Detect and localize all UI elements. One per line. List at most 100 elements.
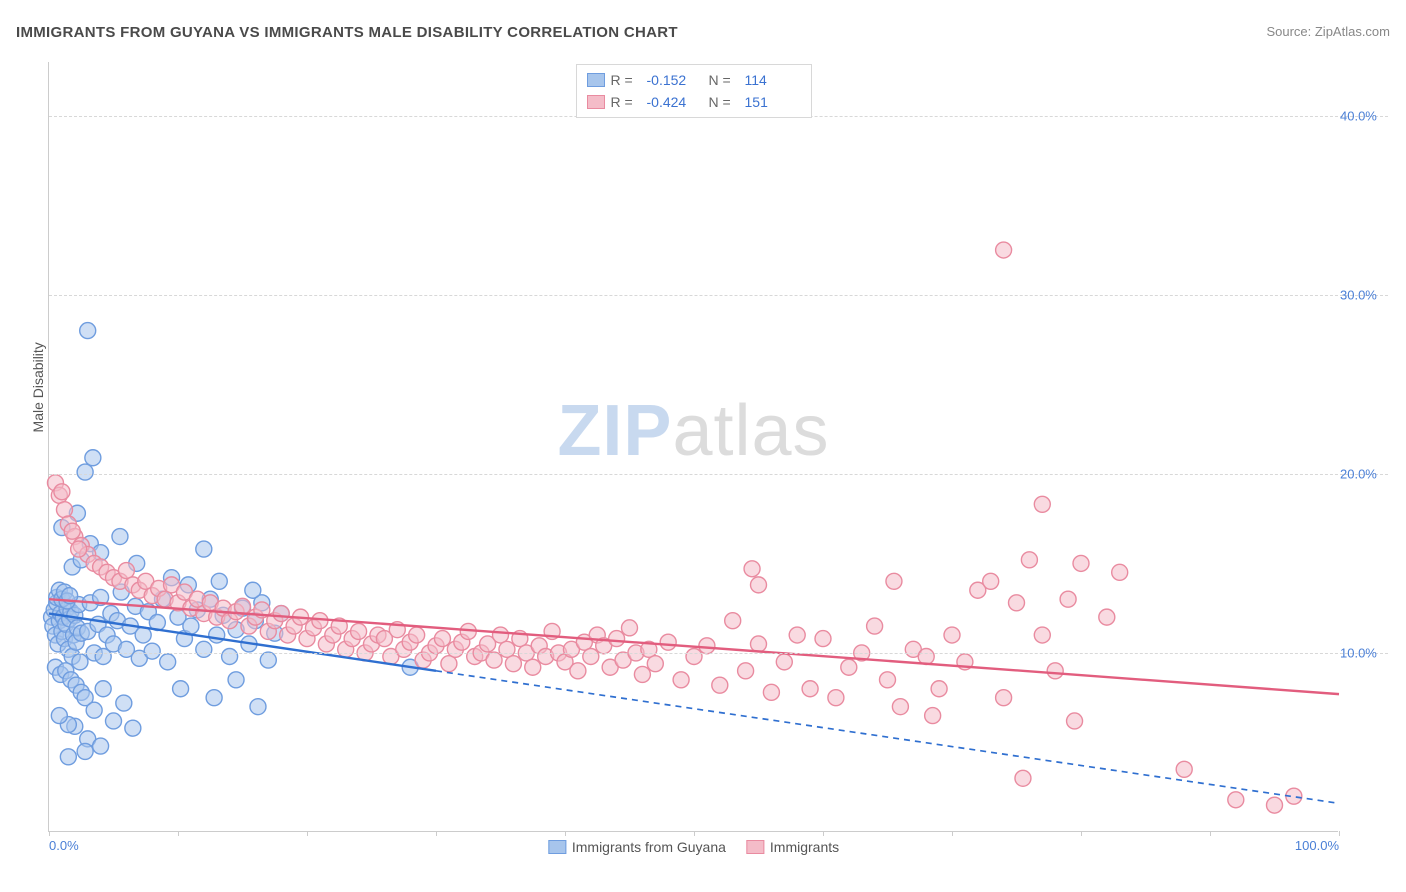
- scatter-point-guyana: [160, 654, 176, 670]
- scatter-point-immigrants: [925, 708, 941, 724]
- scatter-point-immigrants: [647, 656, 663, 672]
- x-tick-label-right: 100.0%: [1295, 838, 1339, 853]
- grid-line: [49, 474, 1388, 475]
- legend-r-label: R =: [611, 94, 641, 110]
- legend-row-immigrants: R = -0.424 N = 151: [587, 91, 801, 113]
- scatter-point-immigrants: [776, 654, 792, 670]
- scatter-point-immigrants: [1067, 713, 1083, 729]
- grid-line: [49, 653, 1388, 654]
- legend-swatch-guyana: [587, 73, 605, 87]
- scatter-point-immigrants: [273, 606, 289, 622]
- source-link[interactable]: ZipAtlas.com: [1315, 24, 1390, 39]
- scatter-point-immigrants: [751, 577, 767, 593]
- scatter-point-guyana: [196, 641, 212, 657]
- scatter-point-immigrants: [525, 659, 541, 675]
- grid-line: [49, 295, 1388, 296]
- scatter-point-immigrants: [996, 690, 1012, 706]
- scatter-point-immigrants: [1228, 792, 1244, 808]
- scatter-point-guyana: [211, 573, 227, 589]
- scatter-point-immigrants: [1060, 591, 1076, 607]
- scatter-point-immigrants: [1009, 595, 1025, 611]
- scatter-point-immigrants: [441, 656, 457, 672]
- scatter-point-immigrants: [1112, 564, 1128, 580]
- series-legend-immigrants: Immigrants: [746, 839, 839, 855]
- legend-r-value-guyana: -0.152: [647, 72, 703, 88]
- scatter-point-immigrants: [744, 561, 760, 577]
- scatter-point-immigrants: [802, 681, 818, 697]
- scatter-point-immigrants: [634, 666, 650, 682]
- scatter-point-guyana: [125, 720, 141, 736]
- scatter-plot-svg: [49, 62, 1339, 832]
- scatter-point-guyana: [183, 618, 199, 634]
- scatter-point-immigrants: [892, 699, 908, 715]
- scatter-point-immigrants: [789, 627, 805, 643]
- scatter-point-guyana: [60, 749, 76, 765]
- scatter-point-immigrants: [64, 523, 80, 539]
- scatter-point-guyana: [173, 681, 189, 697]
- scatter-point-immigrants: [944, 627, 960, 643]
- scatter-point-immigrants: [493, 627, 509, 643]
- y-tick-label: 20.0%: [1340, 466, 1388, 481]
- scatter-point-immigrants: [880, 672, 896, 688]
- legend-row-guyana: R = -0.152 N = 114: [587, 69, 801, 91]
- legend-swatch-immigrants: [587, 95, 605, 109]
- scatter-point-guyana: [245, 582, 261, 598]
- x-tick-mark: [436, 831, 437, 836]
- x-tick-mark: [952, 831, 953, 836]
- series-swatch-immigrants: [746, 840, 764, 854]
- y-axis-label: Male Disability: [30, 342, 46, 432]
- scatter-point-immigrants: [1034, 496, 1050, 512]
- legend-r-label: R =: [611, 72, 641, 88]
- scatter-point-immigrants: [686, 649, 702, 665]
- x-tick-mark: [823, 831, 824, 836]
- scatter-point-immigrants: [1267, 797, 1283, 813]
- scatter-point-immigrants: [931, 681, 947, 697]
- scatter-point-immigrants: [673, 672, 689, 688]
- scatter-point-immigrants: [409, 627, 425, 643]
- scatter-point-immigrants: [118, 563, 134, 579]
- series-label-immigrants: Immigrants: [770, 839, 839, 855]
- scatter-point-immigrants: [609, 631, 625, 647]
- legend-r-value-immigrants: -0.424: [647, 94, 703, 110]
- scatter-point-guyana: [51, 708, 67, 724]
- x-tick-mark: [694, 831, 695, 836]
- scatter-point-guyana: [228, 672, 244, 688]
- scatter-point-immigrants: [712, 677, 728, 693]
- scatter-point-immigrants: [751, 636, 767, 652]
- scatter-point-immigrants: [505, 656, 521, 672]
- series-label-guyana: Immigrants from Guyana: [572, 839, 726, 855]
- scatter-point-immigrants: [815, 631, 831, 647]
- scatter-point-immigrants: [699, 638, 715, 654]
- x-tick-mark: [1339, 831, 1340, 836]
- scatter-point-immigrants: [570, 663, 586, 679]
- scatter-point-guyana: [93, 738, 109, 754]
- scatter-point-immigrants: [434, 631, 450, 647]
- regression-line-extrapolated-guyana: [436, 671, 1339, 804]
- scatter-point-immigrants: [763, 684, 779, 700]
- scatter-point-immigrants: [56, 502, 72, 518]
- scatter-point-immigrants: [738, 663, 754, 679]
- scatter-point-guyana: [250, 699, 266, 715]
- scatter-point-immigrants: [660, 634, 676, 650]
- scatter-point-guyana: [77, 743, 93, 759]
- scatter-point-immigrants: [983, 573, 999, 589]
- x-tick-mark: [1210, 831, 1211, 836]
- scatter-point-immigrants: [351, 623, 367, 639]
- scatter-point-guyana: [196, 541, 212, 557]
- scatter-point-immigrants: [1073, 555, 1089, 571]
- scatter-point-guyana: [106, 713, 122, 729]
- x-tick-label-left: 0.0%: [49, 838, 79, 853]
- legend-n-label: N =: [709, 72, 739, 88]
- plot-box: ZIPatlas R = -0.152 N = 114 R: [48, 62, 1338, 832]
- series-swatch-guyana: [548, 840, 566, 854]
- scatter-point-guyana: [72, 654, 88, 670]
- scatter-point-immigrants: [996, 242, 1012, 258]
- y-tick-label: 40.0%: [1340, 108, 1388, 123]
- scatter-point-immigrants: [1047, 663, 1063, 679]
- scatter-point-immigrants: [725, 613, 741, 629]
- scatter-point-immigrants: [867, 618, 883, 634]
- scatter-point-immigrants: [918, 649, 934, 665]
- source-prefix: Source:: [1266, 24, 1314, 39]
- scatter-point-immigrants: [841, 659, 857, 675]
- scatter-point-guyana: [80, 323, 96, 339]
